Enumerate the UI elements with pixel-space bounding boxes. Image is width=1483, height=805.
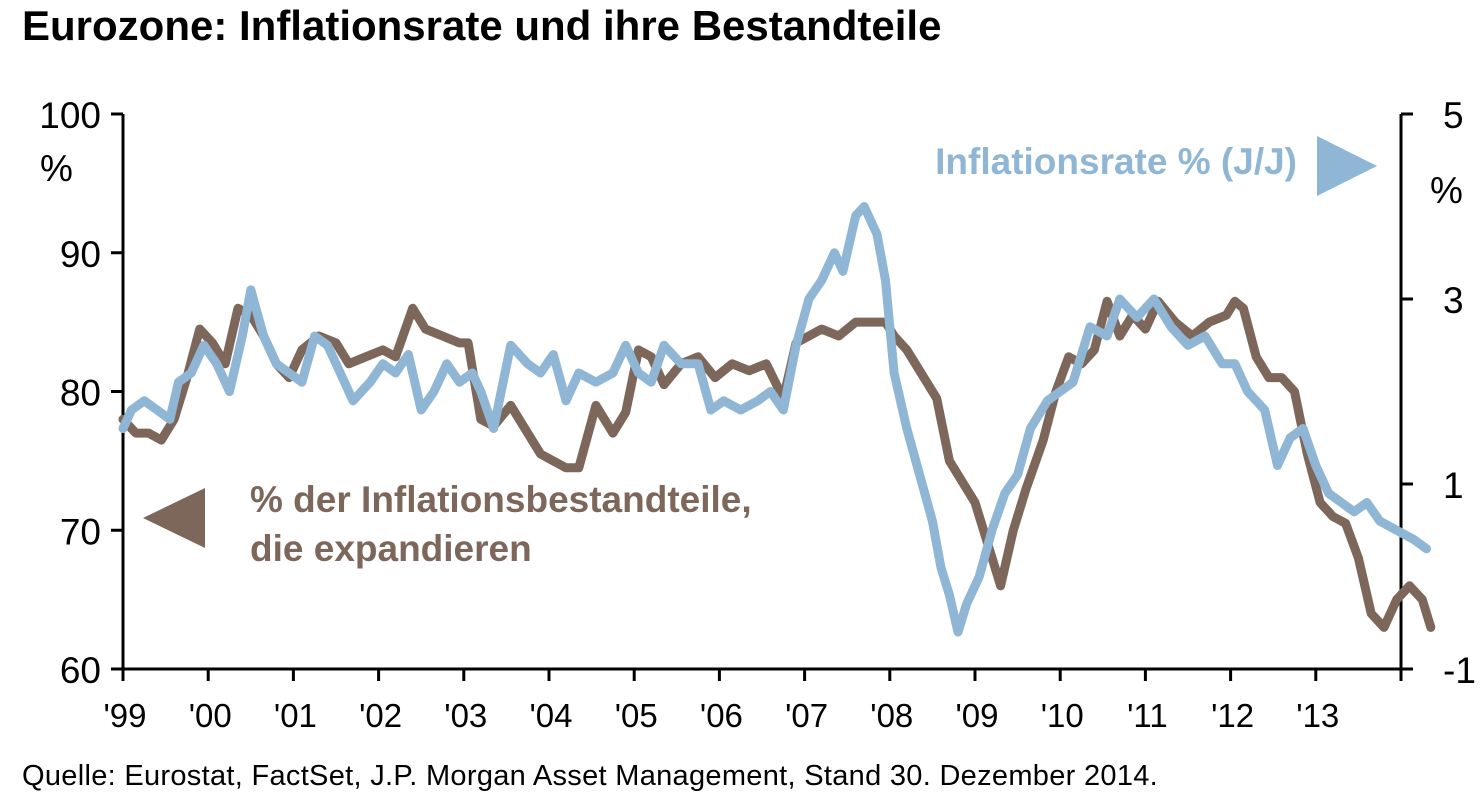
x-tick-label: '11 bbox=[1127, 697, 1168, 734]
x-tick-label: '10 bbox=[1041, 697, 1084, 734]
axes: 60 70 80 90 100% -1 1 3 5% '99 '00 '01 '02 '03 '04 '05 '… bbox=[39, 95, 1476, 734]
x-tick-label: '09 bbox=[955, 697, 998, 734]
y-left-tick-label: 80 bbox=[60, 373, 101, 414]
components-line bbox=[118, 296, 1436, 632]
series-lines bbox=[118, 202, 1436, 637]
chart-title: Eurozone: Inflationsrate und ihre Bestan… bbox=[22, 2, 942, 49]
components-label-line1: % der Inflationsbestandteile, bbox=[250, 479, 752, 520]
x-tick-label: '02 bbox=[359, 697, 402, 734]
x-tick-label: '01 bbox=[274, 697, 317, 734]
x-tick-label: '12 bbox=[1211, 697, 1254, 734]
inflation-line bbox=[118, 202, 1432, 637]
x-tick-label: '04 bbox=[529, 697, 572, 734]
y-right-tick-label: 1 bbox=[1443, 465, 1464, 506]
x-tick-label: '00 bbox=[189, 697, 232, 734]
series-labels: Inflationsrate % (J/J) % der Inflationsbe… bbox=[143, 136, 1377, 569]
x-tick-label: '06 bbox=[700, 697, 743, 734]
x-tick-label: '05 bbox=[615, 697, 658, 734]
y-right-tick-label: 3 bbox=[1443, 280, 1464, 321]
components-label-line2: die expandieren bbox=[250, 528, 532, 569]
source-note: Quelle: Eurostat, FactSet, J.P. Morgan A… bbox=[22, 760, 1159, 792]
y-left-tick-label: 70 bbox=[60, 511, 101, 552]
y-right-unit: % bbox=[1430, 170, 1463, 211]
y-right-tick-label: 5 bbox=[1443, 95, 1464, 136]
left-triangle-marker bbox=[143, 488, 205, 548]
y-left-tick-label: 90 bbox=[60, 234, 101, 275]
inflation-label: Inflationsrate % (J/J) bbox=[935, 141, 1297, 182]
x-tick-label: '99 bbox=[103, 697, 146, 734]
x-tick-label: '07 bbox=[785, 697, 828, 734]
y-right-tick-label: -1 bbox=[1443, 650, 1476, 691]
y-left-tick-label: 100 bbox=[39, 95, 101, 136]
x-tick-label: '08 bbox=[870, 697, 913, 734]
x-tick-label: '13 bbox=[1296, 697, 1339, 734]
right-triangle-marker bbox=[1317, 136, 1377, 196]
y-left-tick-label: 60 bbox=[60, 650, 101, 691]
x-tick-label: '03 bbox=[444, 697, 487, 734]
y-left-unit: % bbox=[40, 148, 73, 189]
